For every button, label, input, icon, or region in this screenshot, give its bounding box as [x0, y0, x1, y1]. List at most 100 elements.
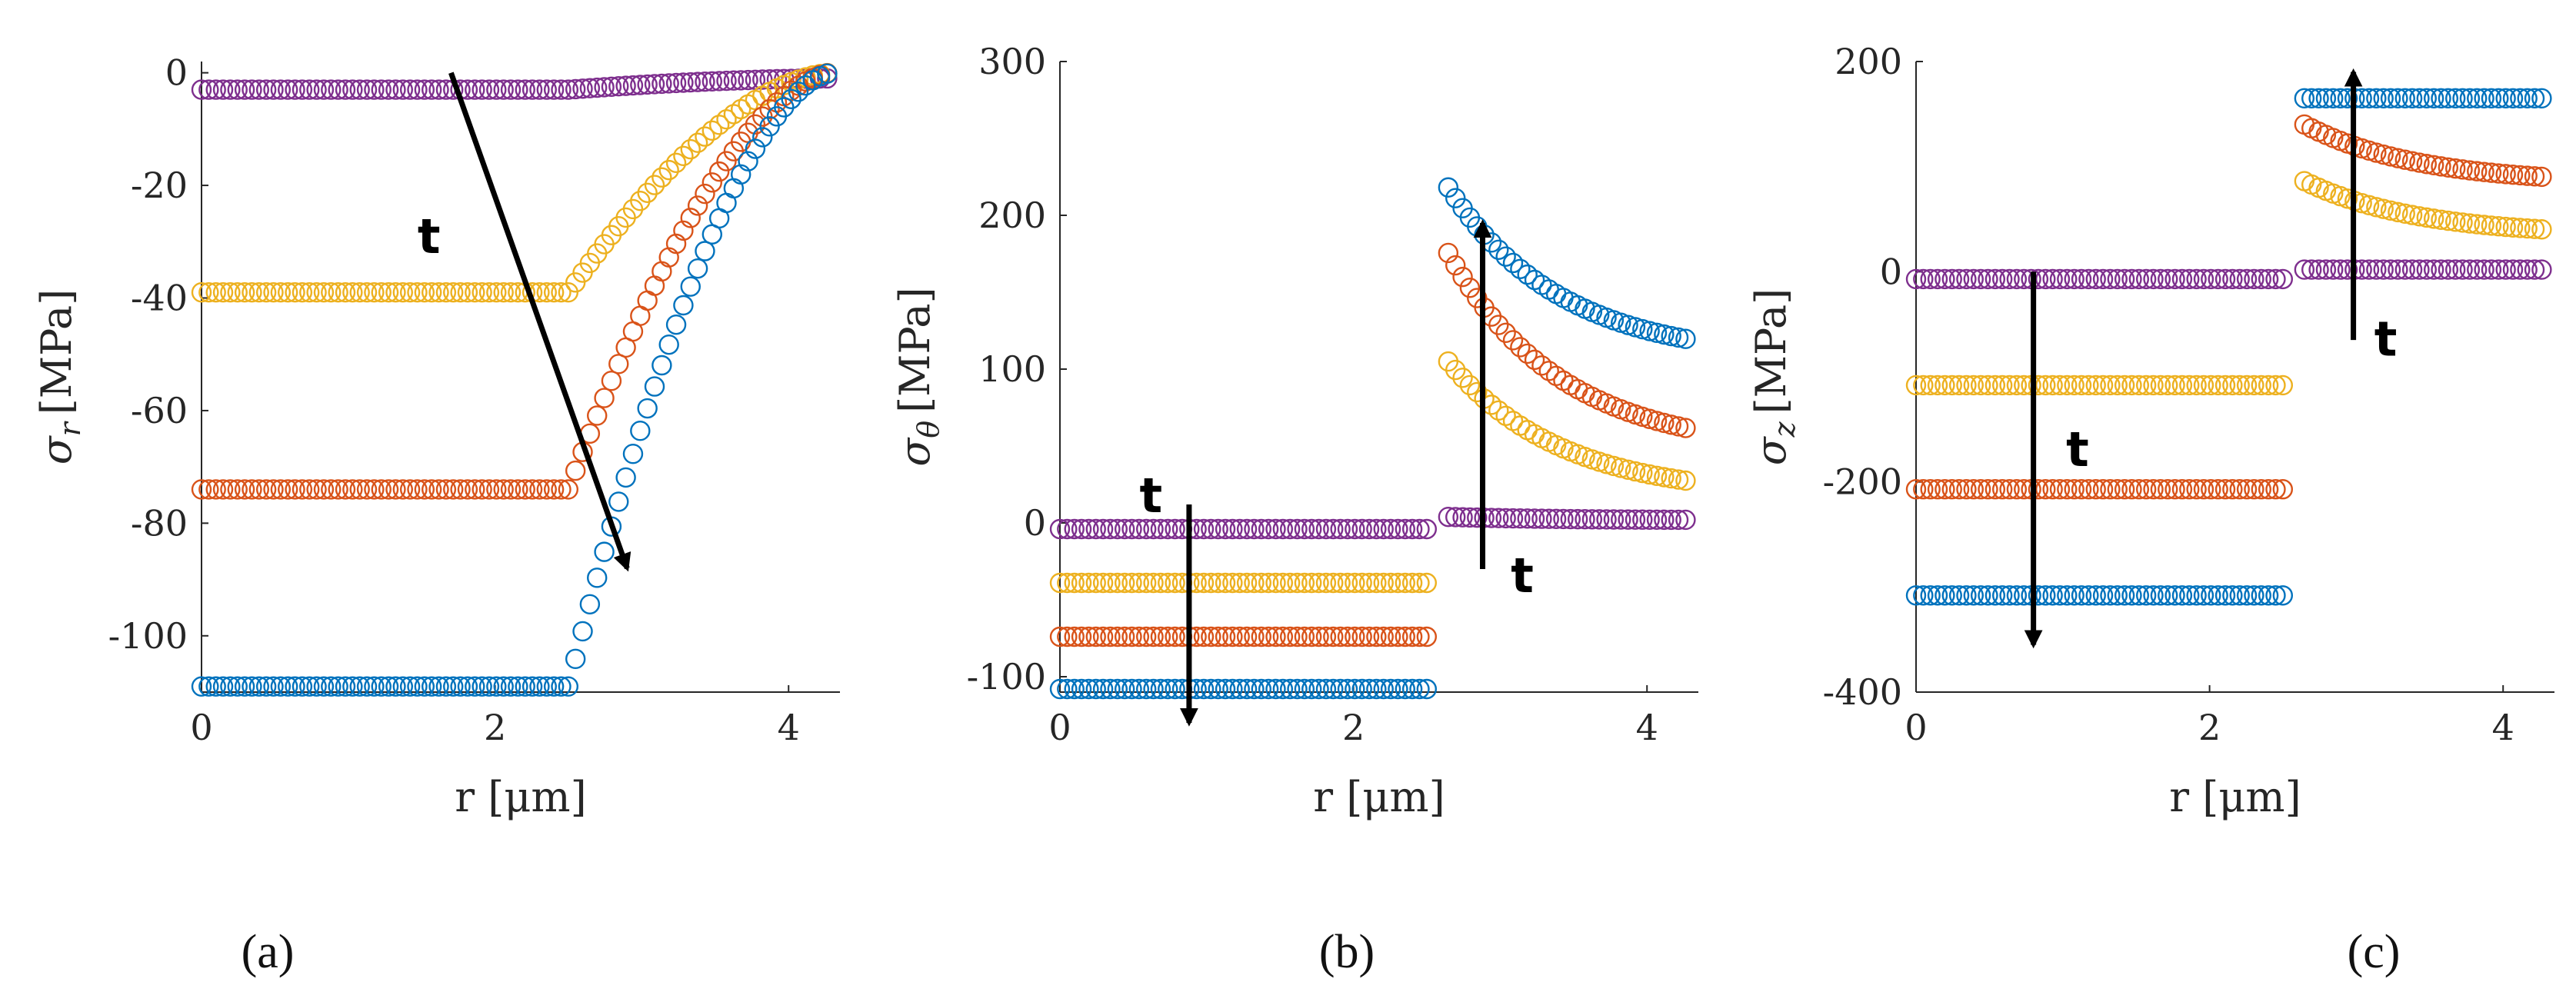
data-point [378, 676, 399, 697]
data-point [313, 281, 335, 303]
data-point [630, 191, 651, 211]
data-point [2201, 479, 2221, 500]
data-point [1143, 626, 1164, 647]
data-point [1251, 518, 1271, 540]
data-point [1251, 626, 1271, 647]
data-point [1064, 626, 1085, 647]
data-point [515, 676, 535, 697]
data-point [1661, 414, 1681, 435]
data-point [234, 676, 255, 697]
data-point [2531, 88, 2552, 109]
data-point [687, 132, 708, 153]
data-point [205, 676, 226, 697]
data-point [2042, 268, 2063, 290]
data-point [1330, 572, 1351, 594]
data-point [2517, 165, 2538, 186]
data-point [277, 79, 298, 100]
data-point [1913, 585, 1934, 606]
data-point [1272, 626, 1294, 647]
data-point [2251, 479, 2271, 500]
data-point [2380, 200, 2401, 221]
data-point [2244, 375, 2264, 396]
data-point [1401, 572, 1423, 594]
time-label: t [1511, 548, 1534, 604]
data-point [2143, 479, 2164, 500]
data-point [687, 258, 708, 279]
data-point [1978, 268, 1998, 290]
data-point [2006, 268, 2028, 290]
data-point [1567, 508, 1588, 530]
data-point [428, 676, 449, 697]
data-point [759, 116, 780, 137]
data-point [2502, 259, 2524, 280]
data-point [723, 70, 745, 91]
data-point [716, 109, 737, 130]
data-point [1445, 507, 1466, 528]
data-point [1064, 518, 1085, 540]
data-point [2423, 259, 2444, 280]
data-point [2373, 259, 2394, 280]
series-purple [1905, 259, 2552, 290]
data-point [1265, 626, 1286, 647]
data-point [2524, 88, 2545, 109]
data-point [1301, 626, 1322, 647]
data-point [608, 75, 629, 97]
data-point [2258, 375, 2279, 396]
data-point [2438, 157, 2459, 178]
data-point [2208, 375, 2228, 396]
data-point [2135, 375, 2157, 396]
data-point [328, 676, 348, 697]
data-point [695, 241, 715, 261]
data-point [695, 183, 715, 205]
data-point [198, 79, 219, 100]
data-point [486, 79, 507, 100]
data-point [2222, 479, 2243, 500]
data-point [2308, 88, 2329, 109]
data-point [1654, 412, 1675, 434]
data-point [1963, 375, 1984, 396]
data-point [465, 676, 485, 697]
data-point [349, 281, 370, 303]
data-point [2524, 259, 2545, 280]
data-point [1201, 518, 1221, 540]
data-point [328, 79, 348, 100]
data-point [2502, 88, 2524, 109]
data-point [630, 75, 651, 95]
data-point [1208, 518, 1228, 540]
data-point [2431, 259, 2451, 280]
data-point [2294, 88, 2315, 109]
data-point [1409, 626, 1430, 647]
data-point [1495, 508, 1516, 529]
data-point [263, 281, 284, 303]
data-point [1416, 572, 1438, 594]
data-point [414, 676, 435, 697]
data-point [1941, 375, 1962, 396]
data-point [708, 115, 730, 135]
data-point [1100, 678, 1121, 700]
data-point [472, 676, 492, 697]
data-point [1244, 572, 1265, 594]
data-point [285, 479, 305, 500]
data-point [2028, 585, 2049, 606]
series-orange [1049, 242, 1696, 647]
data-point [270, 479, 292, 500]
data-point [1395, 572, 1415, 594]
data-point [1092, 678, 1114, 700]
data-point [407, 79, 428, 100]
data-point [1991, 585, 2013, 606]
data-point [1135, 678, 1157, 700]
data-point [1495, 246, 1516, 267]
data-point [1646, 465, 1668, 486]
data-point [766, 68, 788, 90]
data-point [349, 676, 370, 697]
data-point [1345, 518, 1365, 540]
data-point [658, 334, 679, 355]
data-point [1092, 572, 1114, 594]
data-point [1632, 509, 1653, 530]
data-point [2265, 268, 2286, 290]
data-point [1625, 317, 1646, 338]
data-point [637, 398, 658, 419]
data-point [234, 479, 255, 500]
data-point [1085, 626, 1106, 647]
data-point [263, 676, 284, 697]
